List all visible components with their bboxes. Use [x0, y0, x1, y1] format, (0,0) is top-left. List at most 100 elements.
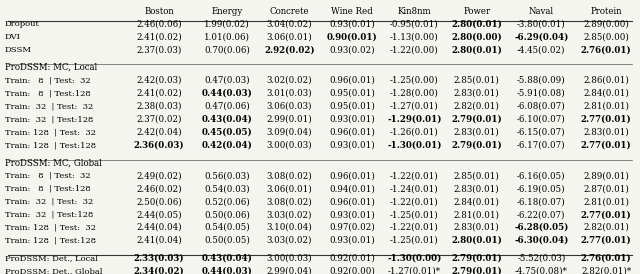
Text: -1.25(0.01): -1.25(0.01)	[390, 210, 438, 219]
Text: 2.46(0.02): 2.46(0.02)	[136, 184, 182, 193]
Text: Wine Red: Wine Red	[331, 7, 372, 16]
Text: 3.03(0.02): 3.03(0.02)	[267, 210, 312, 219]
Text: Concrete: Concrete	[269, 7, 309, 16]
Text: 0.42(0.04): 0.42(0.04)	[202, 141, 252, 150]
Text: Train: 128  | Test:128: Train: 128 | Test:128	[4, 236, 96, 244]
Text: 2.85(0.01): 2.85(0.01)	[454, 171, 500, 180]
Text: Dropout: Dropout	[4, 20, 40, 28]
Text: 2.83(0.01): 2.83(0.01)	[454, 128, 500, 137]
Text: 0.96(0.01): 0.96(0.01)	[329, 76, 375, 85]
Text: 2.79(0.01): 2.79(0.01)	[451, 254, 502, 263]
Text: 0.47(0.06): 0.47(0.06)	[204, 102, 250, 111]
Text: 2.37(0.02): 2.37(0.02)	[136, 115, 182, 124]
Text: -5.91(0.08): -5.91(0.08)	[517, 89, 566, 98]
Text: Train: 128  | Test:128: Train: 128 | Test:128	[4, 141, 96, 149]
Text: 2.81(0.01): 2.81(0.01)	[454, 210, 500, 219]
Text: -1.30(0.00): -1.30(0.00)	[387, 254, 442, 263]
Text: 3.06(0.03): 3.06(0.03)	[267, 102, 312, 111]
Text: 2.86(0.01): 2.86(0.01)	[583, 76, 629, 85]
Text: 2.41(0.02): 2.41(0.02)	[136, 89, 182, 98]
Text: ProDSSM: MC, Global: ProDSSM: MC, Global	[4, 158, 102, 167]
Text: -1.22(0.00): -1.22(0.00)	[390, 45, 438, 54]
Text: -1.26(0.01): -1.26(0.01)	[390, 128, 438, 137]
Text: 3.00(0.03): 3.00(0.03)	[267, 141, 312, 150]
Text: ProDSSM: MC, Local: ProDSSM: MC, Local	[4, 63, 97, 72]
Text: 0.92(0.01): 0.92(0.01)	[329, 254, 375, 263]
Text: 2.46(0.06): 2.46(0.06)	[136, 19, 182, 28]
Text: 2.34(0.02): 2.34(0.02)	[134, 267, 184, 274]
Text: 2.77(0.01): 2.77(0.01)	[580, 141, 632, 150]
Text: 2.81(0.01): 2.81(0.01)	[583, 197, 629, 206]
Text: Protein: Protein	[590, 7, 622, 16]
Text: -1.29(0.01): -1.29(0.01)	[387, 115, 442, 124]
Text: 2.36(0.03): 2.36(0.03)	[134, 141, 184, 150]
Text: 2.80(0.01): 2.80(0.01)	[451, 45, 502, 54]
Text: 0.70(0.06): 0.70(0.06)	[204, 45, 250, 54]
Text: 2.50(0.06): 2.50(0.06)	[136, 197, 182, 206]
Text: 2.81(0.01): 2.81(0.01)	[583, 102, 629, 111]
Text: 3.08(0.02): 3.08(0.02)	[266, 197, 312, 206]
Text: -6.10(0.07): -6.10(0.07)	[517, 115, 566, 124]
Text: Train: 128  | Test:  32: Train: 128 | Test: 32	[4, 128, 95, 136]
Text: 3.03(0.02): 3.03(0.02)	[267, 236, 312, 245]
Text: Kin8nm: Kin8nm	[397, 7, 431, 16]
Text: 0.56(0.03): 0.56(0.03)	[204, 171, 250, 180]
Text: 2.84(0.01): 2.84(0.01)	[583, 89, 629, 98]
Text: 2.85(0.01): 2.85(0.01)	[454, 76, 500, 85]
Text: 2.49(0.02): 2.49(0.02)	[136, 171, 182, 180]
Text: -1.24(0.01): -1.24(0.01)	[390, 184, 438, 193]
Text: 0.54(0.03): 0.54(0.03)	[204, 184, 250, 193]
Text: 2.44(0.05): 2.44(0.05)	[136, 210, 182, 219]
Text: -6.16(0.05): -6.16(0.05)	[517, 171, 566, 180]
Text: 2.37(0.03): 2.37(0.03)	[136, 45, 182, 54]
Text: 0.95(0.01): 0.95(0.01)	[329, 89, 375, 98]
Text: 2.82(0.01): 2.82(0.01)	[454, 102, 500, 111]
Text: Train:   8  | Test:128: Train: 8 | Test:128	[4, 185, 90, 193]
Text: 2.77(0.01): 2.77(0.01)	[580, 115, 632, 124]
Text: 0.93(0.01): 0.93(0.01)	[329, 236, 374, 245]
Text: 1.99(0.02): 1.99(0.02)	[204, 19, 250, 28]
Text: 0.95(0.01): 0.95(0.01)	[329, 102, 375, 111]
Text: 2.80(0.01): 2.80(0.01)	[451, 236, 502, 245]
Text: 0.54(0.05): 0.54(0.05)	[204, 223, 250, 232]
Text: 2.77(0.01): 2.77(0.01)	[580, 236, 632, 245]
Text: -1.30(0.01): -1.30(0.01)	[387, 141, 442, 150]
Text: Power: Power	[463, 7, 490, 16]
Text: 2.82(0.01)*: 2.82(0.01)*	[581, 267, 631, 274]
Text: 0.96(0.01): 0.96(0.01)	[329, 128, 375, 137]
Text: 2.38(0.03): 2.38(0.03)	[136, 102, 182, 111]
Text: 2.80(0.01): 2.80(0.01)	[451, 19, 502, 28]
Text: 0.90(0.01): 0.90(0.01)	[326, 32, 377, 41]
Text: 2.83(0.01): 2.83(0.01)	[454, 223, 500, 232]
Text: 2.76(0.01): 2.76(0.01)	[580, 254, 632, 263]
Text: 1.01(0.06): 1.01(0.06)	[204, 32, 250, 41]
Text: 2.87(0.01): 2.87(0.01)	[583, 184, 629, 193]
Text: 3.08(0.02): 3.08(0.02)	[266, 171, 312, 180]
Text: 0.97(0.02): 0.97(0.02)	[329, 223, 374, 232]
Text: -4.45(0.02): -4.45(0.02)	[517, 45, 566, 54]
Text: 2.83(0.01): 2.83(0.01)	[454, 184, 500, 193]
Text: -1.13(0.00): -1.13(0.00)	[390, 32, 438, 41]
Text: Train:   8  | Test:128: Train: 8 | Test:128	[4, 89, 90, 97]
Text: 2.44(0.04): 2.44(0.04)	[136, 223, 182, 232]
Text: 3.04(0.02): 3.04(0.02)	[267, 19, 312, 28]
Text: 3.06(0.01): 3.06(0.01)	[266, 184, 312, 193]
Text: 2.41(0.04): 2.41(0.04)	[136, 236, 182, 245]
Text: DVI: DVI	[4, 33, 20, 41]
Text: 2.99(0.01): 2.99(0.01)	[266, 115, 312, 124]
Text: -6.22(0.07): -6.22(0.07)	[517, 210, 566, 219]
Text: 3.01(0.03): 3.01(0.03)	[267, 89, 312, 98]
Text: 2.80(0.00): 2.80(0.00)	[451, 32, 502, 41]
Text: 0.50(0.05): 0.50(0.05)	[204, 236, 250, 245]
Text: 0.43(0.04): 0.43(0.04)	[202, 115, 252, 124]
Text: 2.99(0.04): 2.99(0.04)	[267, 267, 312, 274]
Text: -1.27(0.01)*: -1.27(0.01)*	[388, 267, 441, 274]
Text: -6.28(0.05): -6.28(0.05)	[514, 223, 568, 232]
Text: 2.83(0.01): 2.83(0.01)	[583, 128, 629, 137]
Text: -1.22(0.01): -1.22(0.01)	[390, 171, 438, 180]
Text: 3.00(0.03): 3.00(0.03)	[267, 254, 312, 263]
Text: 0.43(0.04): 0.43(0.04)	[202, 254, 252, 263]
Text: 2.84(0.01): 2.84(0.01)	[454, 197, 500, 206]
Text: 0.92(0.00): 0.92(0.00)	[329, 267, 375, 274]
Text: 2.76(0.01): 2.76(0.01)	[580, 45, 632, 54]
